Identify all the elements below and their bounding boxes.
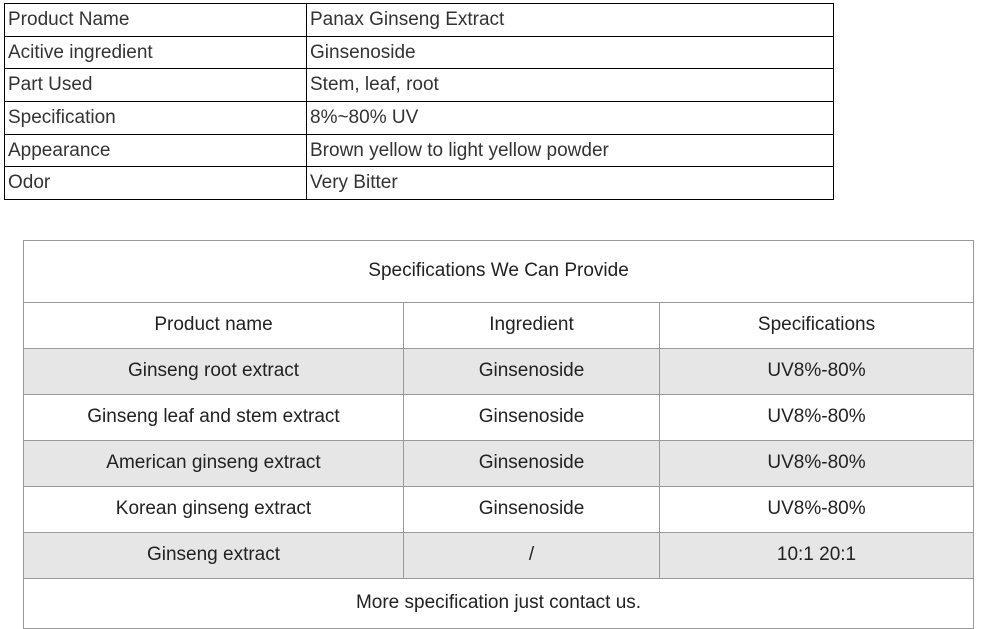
spec-cell-name: Ginseng extract xyxy=(24,532,404,578)
spec-header-row: Product name Ingredient Specifications xyxy=(24,302,974,348)
info-row: Part UsedStem, leaf, root xyxy=(5,69,834,102)
spec-col-ingredient: Ingredient xyxy=(404,302,660,348)
spec-cell-name: Korean ginseng extract xyxy=(24,486,404,532)
spec-table-wrap: Specifications We Can Provide Product na… xyxy=(3,240,997,629)
product-info-table: Product NamePanax Ginseng Extract Acitiv… xyxy=(4,3,834,200)
spec-title: Specifications We Can Provide xyxy=(24,240,974,302)
spec-footer-row: More specification just contact us. xyxy=(24,578,974,628)
info-value: Ginsenoside xyxy=(307,36,834,69)
info-value: Stem, leaf, root xyxy=(307,69,834,102)
spec-col-name: Product name xyxy=(24,302,404,348)
info-label: Odor xyxy=(5,167,307,200)
info-value: 8%~80% UV xyxy=(307,101,834,134)
spec-footer: More specification just contact us. xyxy=(24,578,974,628)
spec-row: Ginseng root extract Ginsenoside UV8%-80… xyxy=(24,348,974,394)
info-table-body: Product NamePanax Ginseng Extract Acitiv… xyxy=(5,4,834,200)
spec-row: American ginseng extract Ginsenoside UV8… xyxy=(24,440,974,486)
spec-cell-ingredient: Ginsenoside xyxy=(404,394,660,440)
spec-cell-ingredient: Ginsenoside xyxy=(404,486,660,532)
info-row: Acitive ingredientGinsenoside xyxy=(5,36,834,69)
info-label: Specification xyxy=(5,101,307,134)
spec-cell-ingredient: Ginsenoside xyxy=(404,348,660,394)
info-row: Specification8%~80% UV xyxy=(5,101,834,134)
info-value: Brown yellow to light yellow powder xyxy=(307,134,834,167)
spec-row: Ginseng extract / 10:1 20:1 xyxy=(24,532,974,578)
info-label: Acitive ingredient xyxy=(5,36,307,69)
info-label: Product Name xyxy=(5,4,307,37)
info-label: Part Used xyxy=(5,69,307,102)
info-value: Very Bitter xyxy=(307,167,834,200)
info-value: Panax Ginseng Extract xyxy=(307,4,834,37)
spec-cell-spec: 10:1 20:1 xyxy=(660,532,974,578)
spec-title-row: Specifications We Can Provide xyxy=(24,240,974,302)
spec-cell-spec: UV8%-80% xyxy=(660,394,974,440)
spec-row: Ginseng leaf and stem extract Ginsenosid… xyxy=(24,394,974,440)
info-row: AppearanceBrown yellow to light yellow p… xyxy=(5,134,834,167)
spec-cell-spec: UV8%-80% xyxy=(660,348,974,394)
info-row: Product NamePanax Ginseng Extract xyxy=(5,4,834,37)
spec-cell-name: Ginseng root extract xyxy=(24,348,404,394)
spec-cell-ingredient: / xyxy=(404,532,660,578)
info-label: Appearance xyxy=(5,134,307,167)
spec-cell-spec: UV8%-80% xyxy=(660,440,974,486)
spec-cell-spec: UV8%-80% xyxy=(660,486,974,532)
spec-cell-ingredient: Ginsenoside xyxy=(404,440,660,486)
spec-cell-name: Ginseng leaf and stem extract xyxy=(24,394,404,440)
specifications-table: Specifications We Can Provide Product na… xyxy=(23,240,974,629)
spec-cell-name: American ginseng extract xyxy=(24,440,404,486)
info-row: OdorVery Bitter xyxy=(5,167,834,200)
spec-col-spec: Specifications xyxy=(660,302,974,348)
spec-row: Korean ginseng extract Ginsenoside UV8%-… xyxy=(24,486,974,532)
